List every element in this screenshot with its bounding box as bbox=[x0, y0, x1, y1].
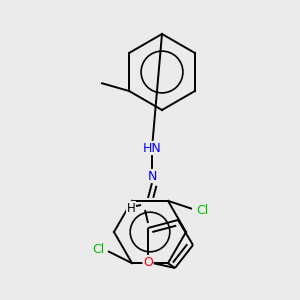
Text: HN: HN bbox=[142, 142, 161, 154]
Text: N: N bbox=[147, 169, 157, 182]
Text: H: H bbox=[127, 202, 135, 214]
Text: Cl: Cl bbox=[92, 243, 104, 256]
Text: O: O bbox=[143, 256, 153, 268]
Text: Cl: Cl bbox=[196, 204, 208, 217]
